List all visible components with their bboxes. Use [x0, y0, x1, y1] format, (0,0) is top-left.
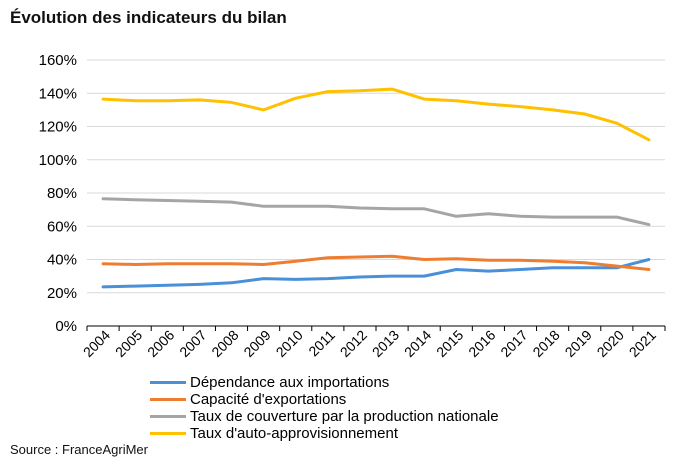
- x-tick-label: 2013: [369, 327, 402, 360]
- x-tick-label: 2021: [626, 327, 659, 360]
- x-tick-label: 2010: [272, 327, 305, 360]
- legend-item-importations: Dépendance aux importations: [150, 374, 499, 391]
- legend-label: Taux d'auto-approvisionnement: [190, 425, 398, 442]
- legend-swatch: [150, 415, 186, 418]
- chart-title: Évolution des indicateurs du bilan: [10, 8, 287, 27]
- x-tick-label: 2016: [465, 327, 498, 360]
- legend-swatch: [150, 398, 186, 401]
- y-axis-labels: 0% 20% 40% 60% 80% 100% 120% 140% 160%: [39, 52, 77, 335]
- legend-item-couverture: Taux de couverture par la production nat…: [150, 408, 499, 425]
- x-tick-label: 2020: [594, 327, 627, 360]
- series-lines: [101, 87, 651, 289]
- series-line: [101, 197, 651, 227]
- x-tick-label: 2015: [433, 327, 466, 360]
- series-line: [101, 254, 651, 271]
- legend-label: Taux de couverture par la production nat…: [190, 408, 499, 425]
- series-line: [101, 258, 651, 289]
- y-tick-label: 160%: [39, 52, 77, 69]
- x-tick-label: 2004: [80, 327, 113, 360]
- legend-swatch: [150, 381, 186, 384]
- source-note: Source : FranceAgriMer: [10, 442, 148, 457]
- legend-item-exportations: Capacité d'exportations: [150, 391, 499, 408]
- y-tick-label: 40%: [47, 252, 77, 269]
- x-tick-label: 2006: [144, 327, 177, 360]
- legend-swatch: [150, 432, 186, 435]
- x-tick-label: 2011: [305, 327, 338, 360]
- y-tick-label: 100%: [39, 152, 77, 169]
- y-tick-label: 120%: [39, 119, 77, 136]
- x-tick-label: 2005: [112, 327, 145, 360]
- legend-label: Capacité d'exportations: [190, 391, 347, 408]
- x-tick-label: 2018: [529, 327, 562, 360]
- x-tick-label: 2012: [337, 327, 370, 360]
- x-tick-label: 2017: [497, 327, 530, 360]
- x-tick-label: 2008: [208, 327, 241, 360]
- series-line: [101, 87, 651, 142]
- x-tick-label: 2007: [176, 327, 209, 360]
- x-tick-label: 2014: [401, 327, 434, 360]
- y-tick-label: 20%: [47, 285, 77, 302]
- y-tick-label: 80%: [47, 185, 77, 202]
- x-tick-label: 2019: [561, 327, 594, 360]
- legend: Dépendance aux importations Capacité d'e…: [150, 374, 499, 442]
- y-tick-label: 140%: [39, 85, 77, 102]
- gridlines: [87, 59, 665, 294]
- y-tick-label: 0%: [55, 318, 77, 335]
- legend-item-auto-approvisionnement: Taux d'auto-approvisionnement: [150, 425, 499, 442]
- legend-label: Dépendance aux importations: [190, 374, 390, 391]
- y-tick-label: 60%: [47, 218, 77, 235]
- x-tick-label: 2009: [240, 327, 273, 360]
